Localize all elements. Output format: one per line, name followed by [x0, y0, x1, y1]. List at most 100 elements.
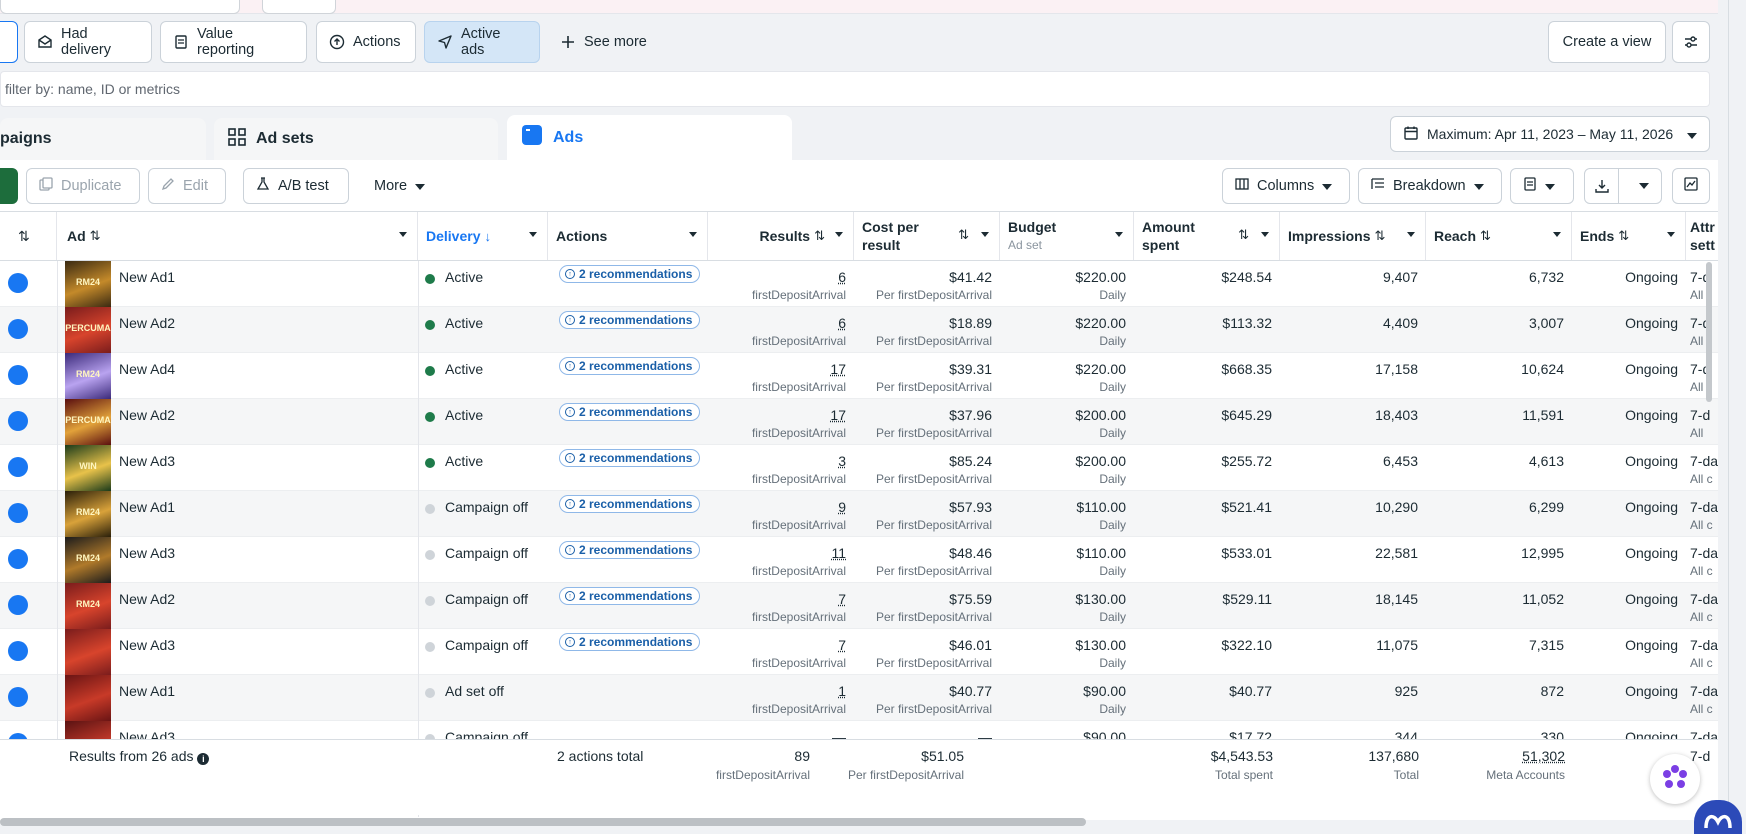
table-row[interactable]: New Ad3 Campaign off ↑ 2 recommendations 7 fi…: [0, 629, 1718, 675]
ad-name-link[interactable]: New Ad2: [119, 407, 175, 423]
results-value[interactable]: 1: [838, 683, 846, 699]
value-reporting-chip[interactable]: Value reporting: [160, 21, 307, 63]
ad-on-off-toggle[interactable]: [8, 549, 28, 569]
search-filter-input[interactable]: filter by: name, ID or metrics: [0, 71, 1710, 107]
duplicate-button[interactable]: Duplicate: [26, 168, 140, 204]
results-value[interactable]: 17: [830, 361, 846, 377]
more-button[interactable]: More: [362, 168, 438, 204]
info-icon[interactable]: i: [197, 753, 209, 765]
date-range-picker[interactable]: Maximum: Apr 11, 2023 – May 11, 2026: [1390, 116, 1710, 152]
active-ads-chip[interactable]: Active ads: [424, 21, 540, 63]
recommendations-badge[interactable]: ↑ 2 recommendations: [559, 265, 700, 283]
recommendations-badge[interactable]: ↑ 2 recommendations: [559, 357, 700, 375]
recommendations-badge[interactable]: ↑ 2 recommendations: [559, 587, 700, 605]
had-delivery-chip[interactable]: Had delivery: [24, 21, 152, 63]
top-tab-fragment[interactable]: [262, 0, 336, 14]
column-header-cost-per-result[interactable]: Cost per result ⇅: [854, 212, 1000, 260]
table-row[interactable]: WIN New Ad3 Active ↑ 2 recommendations 3 first…: [0, 445, 1718, 491]
ad-on-off-toggle[interactable]: [8, 457, 28, 477]
meta-logo-icon[interactable]: [1694, 800, 1742, 834]
edit-button[interactable]: Edit: [148, 168, 226, 204]
ad-thumbnail[interactable]: PERCUMA: [65, 307, 111, 353]
recommendations-badge[interactable]: ↑ 2 recommendations: [559, 449, 700, 467]
ad-thumbnail[interactable]: PERCUMA: [65, 399, 111, 445]
recommendations-badge[interactable]: ↑ 2 recommendations: [559, 311, 700, 329]
see-more-button[interactable]: See more: [548, 21, 660, 63]
create-view-button[interactable]: Create a view: [1548, 21, 1666, 63]
ad-on-off-toggle[interactable]: [8, 595, 28, 615]
results-value[interactable]: 9: [838, 499, 846, 515]
vertical-scrollbar[interactable]: [1706, 262, 1712, 402]
table-row[interactable]: PERCUMA New Ad2 Active ↑ 2 recommendations 6 f…: [0, 307, 1718, 353]
ad-name-link[interactable]: New Ad1: [119, 683, 175, 699]
recommendations-badge[interactable]: ↑ 2 recommendations: [559, 495, 700, 513]
table-row[interactable]: RM24 New Ad2 Campaign off ↑ 2 recommendation…: [0, 583, 1718, 629]
ai-assistant-button[interactable]: [1650, 754, 1700, 804]
ad-thumbnail[interactable]: RM24: [65, 353, 111, 399]
open-report-button[interactable]: [1672, 168, 1710, 204]
recommendations-badge[interactable]: ↑ 2 recommendations: [559, 541, 700, 559]
tab-ads[interactable]: Ads: [507, 115, 792, 160]
ad-on-off-toggle[interactable]: [8, 273, 28, 293]
ad-name-link[interactable]: New Ad2: [119, 315, 175, 331]
tab-campaigns[interactable]: paigns: [0, 118, 206, 160]
table-row[interactable]: New Ad3 Campaign off — — $90.00 $17.72 344 330 O…: [0, 721, 1718, 739]
recommendations-badge[interactable]: ↑ 2 recommendations: [559, 403, 700, 421]
ad-thumbnail[interactable]: WIN: [65, 445, 111, 491]
column-header-actions[interactable]: Actions: [548, 212, 708, 260]
ad-on-off-toggle[interactable]: [8, 411, 28, 431]
results-value[interactable]: 6: [838, 315, 846, 331]
tab-ad-sets[interactable]: Ad sets: [214, 118, 498, 160]
table-row[interactable]: PERCUMA New Ad2 Active ↑ 2 recommendations 17…: [0, 399, 1718, 445]
ad-thumbnail[interactable]: RM24: [65, 537, 111, 583]
column-header-impressions[interactable]: Impressions ⇅: [1280, 212, 1426, 260]
column-header-reach[interactable]: Reach ⇅: [1426, 212, 1572, 260]
ad-name-link[interactable]: New Ad3: [119, 729, 175, 739]
ad-name-link[interactable]: New Ad3: [119, 453, 175, 469]
column-header-results[interactable]: Results ⇅: [708, 212, 854, 260]
column-header-budget[interactable]: Budget Ad set: [1000, 212, 1134, 260]
ad-on-off-toggle[interactable]: [8, 687, 28, 707]
column-header-ends[interactable]: Ends ⇅: [1572, 212, 1686, 260]
column-header-ad[interactable]: Ad ⇅: [57, 212, 418, 260]
ad-name-link[interactable]: New Ad3: [119, 545, 175, 561]
ad-thumbnail[interactable]: RM24: [65, 261, 111, 307]
ad-thumbnail[interactable]: RM24: [65, 583, 111, 629]
table-row[interactable]: RM24 New Ad1 Active ↑ 2 recommendations 6 firs…: [0, 261, 1718, 307]
table-row[interactable]: New Ad1 Ad set off 1 firstDepositArrival $40…: [0, 675, 1718, 721]
ad-on-off-toggle[interactable]: [8, 503, 28, 523]
column-header-toggle[interactable]: ⇅: [0, 212, 57, 260]
ad-thumbnail[interactable]: RM24: [65, 491, 111, 537]
ad-name-link[interactable]: New Ad4: [119, 361, 175, 377]
recommendations-badge[interactable]: ↑ 2 recommendations: [559, 633, 700, 651]
results-value[interactable]: 7: [838, 637, 846, 653]
ad-name-link[interactable]: New Ad3: [119, 637, 175, 653]
columns-button[interactable]: Columns: [1222, 168, 1350, 204]
results-value[interactable]: 7: [838, 591, 846, 607]
results-value[interactable]: 17: [830, 407, 846, 423]
column-header-delivery[interactable]: Delivery ↓: [418, 212, 548, 260]
actions-chip[interactable]: Actions: [316, 21, 416, 63]
ad-name-link[interactable]: New Ad1: [119, 499, 175, 515]
create-button[interactable]: [0, 168, 18, 204]
ad-name-link[interactable]: New Ad1: [119, 269, 175, 285]
view-settings-button[interactable]: [1672, 21, 1710, 63]
table-row[interactable]: RM24 New Ad1 Campaign off ↑ 2 recommendation…: [0, 491, 1718, 537]
ad-name-link[interactable]: New Ad2: [119, 591, 175, 607]
ad-thumbnail[interactable]: [65, 629, 111, 675]
results-value[interactable]: —: [832, 729, 846, 739]
results-value[interactable]: 3: [838, 453, 846, 469]
export-button[interactable]: [1584, 168, 1662, 204]
results-value[interactable]: 11: [831, 545, 846, 561]
top-tab-fragment[interactable]: [0, 0, 240, 14]
ad-on-off-toggle[interactable]: [8, 365, 28, 385]
column-header-attribution[interactable]: Attr sett: [1686, 212, 1718, 260]
ad-thumbnail[interactable]: [65, 675, 111, 721]
reports-button[interactable]: [1510, 168, 1574, 204]
ad-thumbnail[interactable]: [65, 721, 111, 739]
column-header-amount-spent[interactable]: Amount spent ⇅: [1134, 212, 1280, 260]
horizontal-scrollbar[interactable]: [0, 818, 1086, 826]
results-value[interactable]: 6: [838, 269, 846, 285]
ad-on-off-toggle[interactable]: [8, 641, 28, 661]
ab-test-button[interactable]: A/B test: [243, 168, 349, 204]
